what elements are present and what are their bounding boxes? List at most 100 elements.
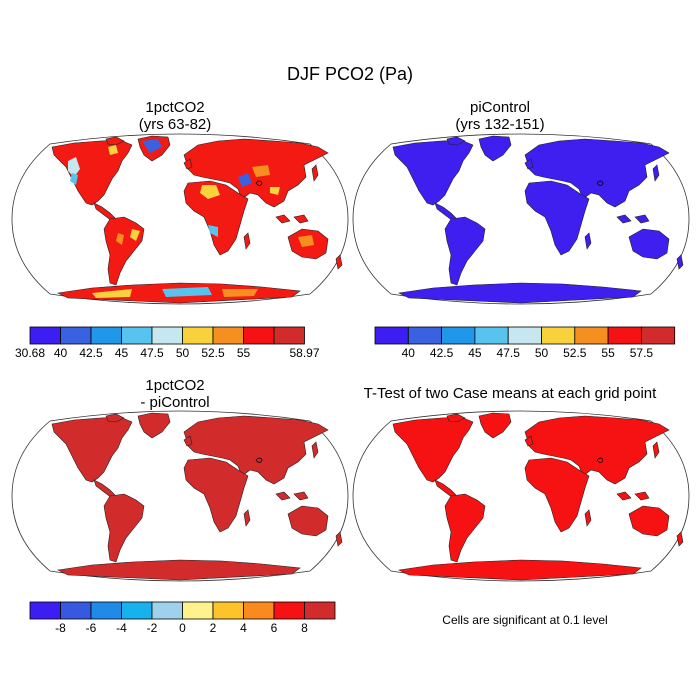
- landmass: [524, 180, 590, 256]
- landmass: [446, 136, 466, 146]
- value-patch: [238, 173, 252, 187]
- landmass: [105, 136, 125, 146]
- landmass: [335, 254, 343, 270]
- colorbar-tick-label: 52.5: [201, 346, 225, 360]
- value-patch: [208, 225, 218, 237]
- colorbar-tick-label: 8: [301, 621, 308, 635]
- landmass: [676, 531, 684, 547]
- colorbar-swatch: [607, 326, 642, 345]
- colorbar-swatch: [541, 326, 576, 345]
- landmass: [293, 214, 309, 224]
- landmass: [293, 491, 309, 501]
- landmass: [311, 164, 319, 182]
- landmass: [103, 493, 145, 563]
- contour-line: [255, 457, 263, 463]
- colorbar-tick-label: 0: [179, 621, 186, 635]
- panel-2-title-line1: piControl: [469, 99, 531, 116]
- landmass: [524, 138, 670, 208]
- colorbar-tick-label: 40: [402, 346, 416, 360]
- map-panel-ttest: [352, 410, 690, 582]
- landmass: [478, 135, 512, 162]
- landmass: [105, 413, 125, 423]
- colorbar-tick-label: 42.5: [430, 346, 454, 360]
- colorbar-swatch: [29, 601, 61, 620]
- landmass: [392, 416, 474, 483]
- colorbar-swatch: [243, 326, 275, 345]
- panel-1-title-line1: 1pctCO2: [145, 99, 205, 116]
- colorbar-tick-label: 40: [54, 346, 68, 360]
- colorbar-tick-label: 57.5: [630, 346, 654, 360]
- landmass: [584, 232, 592, 250]
- colorbar-tick-label: 55: [237, 346, 251, 360]
- colorbar-swatch: [273, 601, 305, 620]
- landmass: [398, 559, 642, 581]
- colorbar-tick-label: 42.5: [79, 346, 103, 360]
- contour-line: [255, 180, 263, 186]
- panel-3-title: 1pctCO2 - piControl: [30, 377, 320, 411]
- colorbar-swatch: [151, 601, 183, 620]
- colorbar-tick-label: -8: [55, 621, 66, 635]
- colorbar-swatch: [90, 326, 122, 345]
- value-patch: [92, 289, 132, 298]
- colorbar-swatch: [304, 601, 336, 620]
- landmass: [652, 164, 660, 182]
- landmass: [676, 254, 684, 270]
- contour-line: [596, 180, 604, 186]
- colorbar-tick-label: 47.5: [497, 346, 521, 360]
- colorbar-swatch: [374, 326, 409, 345]
- landmass: [275, 491, 291, 501]
- value-patch: [200, 185, 220, 199]
- colorbar-swatch: [574, 326, 609, 345]
- landmass: [183, 415, 329, 485]
- panel-3-title-line1: 1pctCO2: [145, 377, 205, 394]
- colorbar-tick-label: 45: [115, 346, 129, 360]
- landmass: [616, 214, 632, 224]
- colorbar-tick-label: 30.68: [15, 346, 45, 360]
- significance-note: Cells are significant at 0.1 level: [442, 613, 608, 627]
- colorbar-swatch: [212, 601, 244, 620]
- colorbar-swatch: [151, 326, 183, 345]
- panel-3-title-line2: - piControl: [140, 394, 210, 411]
- landmass: [335, 531, 343, 547]
- colorbar-swatch: [507, 326, 542, 345]
- landmass: [524, 457, 590, 533]
- colorbar-swatch: [60, 601, 92, 620]
- map-panel-1pctco2: [11, 133, 349, 305]
- value-patch: [142, 139, 162, 153]
- landmass: [524, 415, 670, 485]
- colorbar-tick-label: 45: [468, 346, 482, 360]
- landmass: [137, 412, 171, 439]
- colorbar-tick-label: 55: [601, 346, 615, 360]
- panel-2-title: piControl (yrs 132-151): [380, 99, 620, 133]
- landmass: [243, 509, 251, 527]
- landmass: [287, 505, 329, 537]
- colorbar-picontrol: 40 42.5 45 47.5 50 52.5 55 57.5: [374, 326, 676, 360]
- value-patch: [162, 287, 212, 297]
- colorbar-tick-label: 58.97: [289, 346, 319, 360]
- colorbar-tick-label: 47.5: [140, 346, 164, 360]
- landmass: [57, 559, 301, 581]
- value-patch: [68, 157, 80, 177]
- landmass: [183, 457, 249, 533]
- colorbar-swatch: [441, 326, 476, 345]
- colorbar-swatch: [182, 601, 214, 620]
- colorbar-swatch: [243, 601, 275, 620]
- colorbar-swatch: [121, 601, 153, 620]
- landmass: [275, 214, 291, 224]
- value-patch: [116, 233, 124, 245]
- landmass: [524, 158, 534, 170]
- landmass: [628, 505, 670, 537]
- colorbar-swatch: [29, 326, 61, 345]
- colorbar-swatch: [60, 326, 92, 345]
- colorbar-difference: -8 -6 -4 -2 0 2 4 6 8: [29, 601, 336, 635]
- landmass: [584, 509, 592, 527]
- landmass: [634, 214, 650, 224]
- colorbar-tick-label: 52.5: [563, 346, 587, 360]
- landmass: [652, 441, 660, 459]
- value-patch: [130, 229, 140, 241]
- colorbar-swatch: [273, 326, 305, 345]
- colorbar-tick-label: -4: [116, 621, 127, 635]
- panel-2-title-line2: (yrs 132-151): [455, 116, 545, 133]
- value-patch: [298, 235, 314, 247]
- landmass: [311, 441, 319, 459]
